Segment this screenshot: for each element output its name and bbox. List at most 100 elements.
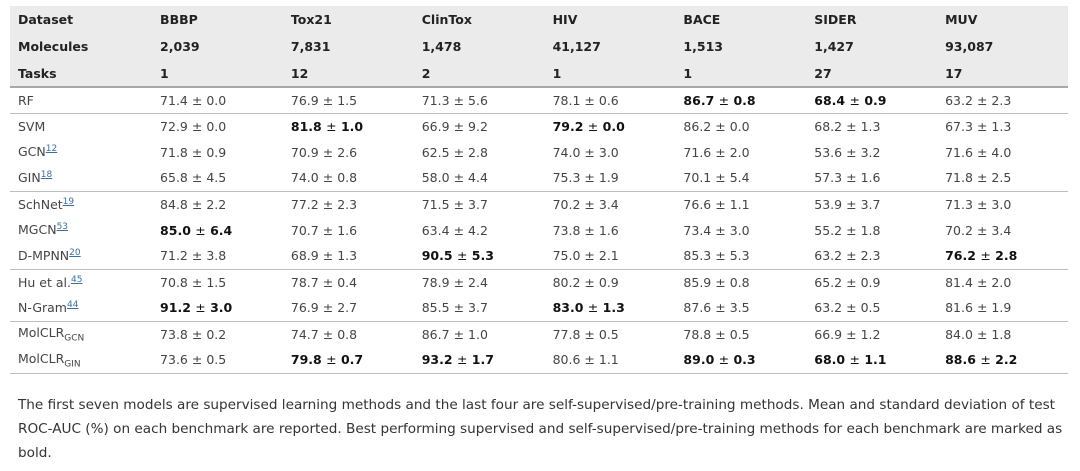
score-cell: 68.4 ± 0.9 bbox=[806, 87, 937, 113]
reference-link[interactable]: 12 bbox=[45, 144, 58, 155]
table-body: RF 71.4 ± 0.0 76.9 ± 1.5 71.3 ± 5.6 78.1 ± 0… bbox=[10, 87, 1068, 373]
score-mean: 74.0 bbox=[290, 170, 319, 186]
score-mean: 80.6 bbox=[552, 352, 581, 368]
header-cell: 93,087 bbox=[945, 39, 994, 54]
score-mean: 73.8 bbox=[552, 222, 581, 238]
score-cell: 78.9 ± 2.4 bbox=[414, 269, 545, 295]
score-std: 1.3 bbox=[860, 118, 881, 134]
score-mean: 74.0 bbox=[552, 144, 581, 160]
header-cell: 12 bbox=[290, 65, 309, 81]
score-cell: 70.2 ± 3.4 bbox=[545, 191, 676, 217]
plus-minus: ± bbox=[453, 222, 465, 238]
header-cell: BACE bbox=[683, 12, 721, 27]
score-cell: 71.6 ± 4.0 bbox=[937, 139, 1068, 165]
plus-minus: ± bbox=[191, 118, 203, 134]
score-std: 1.5 bbox=[337, 92, 358, 108]
plus-minus: ± bbox=[584, 196, 595, 212]
score-std: 1.5 bbox=[206, 274, 227, 290]
score-cell: 77.8 ± 0.5 bbox=[545, 321, 676, 347]
score-mean: 88.6 bbox=[945, 352, 976, 368]
score-std: 3.2 bbox=[860, 144, 881, 160]
score-cell: 71.6 ± 2.0 bbox=[675, 139, 806, 165]
plus-minus: ± bbox=[846, 196, 857, 212]
score-std: 5.6 bbox=[468, 92, 488, 108]
score-std: 2.4 bbox=[468, 274, 488, 290]
score-std: 1.1 bbox=[598, 352, 619, 368]
header-cell: MUV bbox=[945, 12, 978, 27]
header-cell: 2,039 bbox=[160, 39, 200, 54]
score-std: 4.2 bbox=[468, 222, 488, 238]
score-cell: 79.2 ± 0.0 bbox=[545, 113, 676, 139]
plus-minus: ± bbox=[715, 300, 726, 316]
score-std: 2.3 bbox=[860, 248, 881, 264]
results-table: Dataset BBBP Tox21 ClinTox HIV BACE SIDER MUV Mo… bbox=[10, 6, 1068, 374]
score-cell: 71.5 ± 3.7 bbox=[414, 191, 545, 217]
score-mean: 71.6 bbox=[945, 144, 973, 160]
plus-minus: ± bbox=[718, 352, 730, 368]
plus-minus: ± bbox=[195, 222, 206, 238]
score-mean: 78.7 bbox=[290, 274, 319, 290]
score-cell: 58.0 ± 4.4 bbox=[414, 165, 545, 191]
plus-minus: ± bbox=[976, 144, 988, 160]
score-mean: 68.4 bbox=[814, 92, 846, 108]
plus-minus: ± bbox=[715, 118, 726, 134]
score-std: 1.9 bbox=[598, 170, 619, 186]
score-cell: 74.7 ± 0.8 bbox=[283, 321, 414, 347]
score-mean: 71.6 bbox=[683, 144, 712, 160]
header-row: Tasks 1 12 2 1 1 27 17 bbox=[10, 60, 1068, 87]
score-std: 2.3 bbox=[991, 92, 1012, 108]
plus-minus: ± bbox=[322, 274, 334, 290]
score-cell: 53.6 ± 3.2 bbox=[806, 139, 937, 165]
score-std: 3.4 bbox=[991, 222, 1012, 238]
score-cell: 76.9 ± 1.5 bbox=[283, 87, 414, 113]
score-cell: 76.9 ± 2.7 bbox=[283, 295, 414, 321]
score-cell: 68.0 ± 1.1 bbox=[806, 347, 937, 373]
reference-link[interactable]: 20 bbox=[69, 248, 81, 259]
plus-minus: ± bbox=[976, 222, 988, 238]
plus-minus: ± bbox=[980, 352, 991, 368]
plus-minus: ± bbox=[849, 352, 860, 368]
score-mean: 91.2 bbox=[160, 300, 191, 316]
score-mean: 53.6 bbox=[814, 144, 843, 160]
score-mean: 78.8 bbox=[683, 326, 712, 342]
table-header: Dataset BBBP Tox21 ClinTox HIV BACE SIDER MUV Mo… bbox=[10, 6, 1068, 87]
plus-minus: ± bbox=[191, 92, 203, 108]
score-mean: 71.8 bbox=[945, 170, 973, 186]
score-cell: 65.8 ± 4.5 bbox=[152, 165, 283, 191]
score-cell: 85.3 ± 5.3 bbox=[675, 243, 806, 269]
score-mean: 71.2 bbox=[160, 248, 188, 264]
score-cell: 77.2 ± 2.3 bbox=[283, 191, 414, 217]
score-cell: 71.4 ± 0.0 bbox=[152, 87, 283, 113]
score-std: 1.3 bbox=[602, 300, 625, 316]
plus-minus: ± bbox=[191, 248, 203, 264]
plus-minus: ± bbox=[453, 300, 465, 316]
reference-link[interactable]: 53 bbox=[56, 222, 69, 233]
reference-link[interactable]: 19 bbox=[62, 196, 75, 207]
plus-minus: ± bbox=[584, 326, 595, 342]
table-row: SchNet19 84.8 ± 2.2 77.2 ± 2.3 71.5 ± 3.7 70… bbox=[10, 191, 1068, 217]
score-cell: 63.2 ± 0.5 bbox=[806, 295, 937, 321]
score-cell: 73.8 ± 0.2 bbox=[152, 321, 283, 347]
score-cell: 85.9 ± 0.8 bbox=[675, 269, 806, 295]
score-std: 4.4 bbox=[468, 170, 488, 186]
score-cell: 68.2 ± 1.3 bbox=[806, 113, 937, 139]
plus-minus: ± bbox=[846, 222, 857, 238]
score-mean: 84.0 bbox=[945, 326, 973, 342]
score-cell: 70.9 ± 2.6 bbox=[283, 139, 414, 165]
score-mean: 77.8 bbox=[552, 326, 581, 342]
score-std: 1.8 bbox=[860, 222, 881, 238]
reference-link[interactable]: 18 bbox=[40, 170, 53, 181]
score-cell: 76.6 ± 1.1 bbox=[675, 191, 806, 217]
score-mean: 85.0 bbox=[160, 222, 191, 238]
header-cell: 1 bbox=[160, 65, 169, 81]
reference-link[interactable]: 45 bbox=[70, 274, 83, 285]
model-subscript: GCN bbox=[64, 333, 85, 344]
table-row: GIN18 65.8 ± 4.5 74.0 ± 0.8 58.0 ± 4.4 75.3 … bbox=[10, 165, 1068, 191]
score-mean: 79.8 bbox=[290, 352, 322, 368]
plus-minus: ± bbox=[456, 352, 468, 368]
score-mean: 85.5 bbox=[421, 300, 450, 316]
reference-link[interactable]: 44 bbox=[66, 300, 79, 311]
score-std: 1.8 bbox=[991, 326, 1012, 342]
header-row: Dataset BBBP Tox21 ClinTox HIV BACE SIDER MUV bbox=[10, 6, 1068, 33]
plus-minus: ± bbox=[846, 170, 857, 186]
